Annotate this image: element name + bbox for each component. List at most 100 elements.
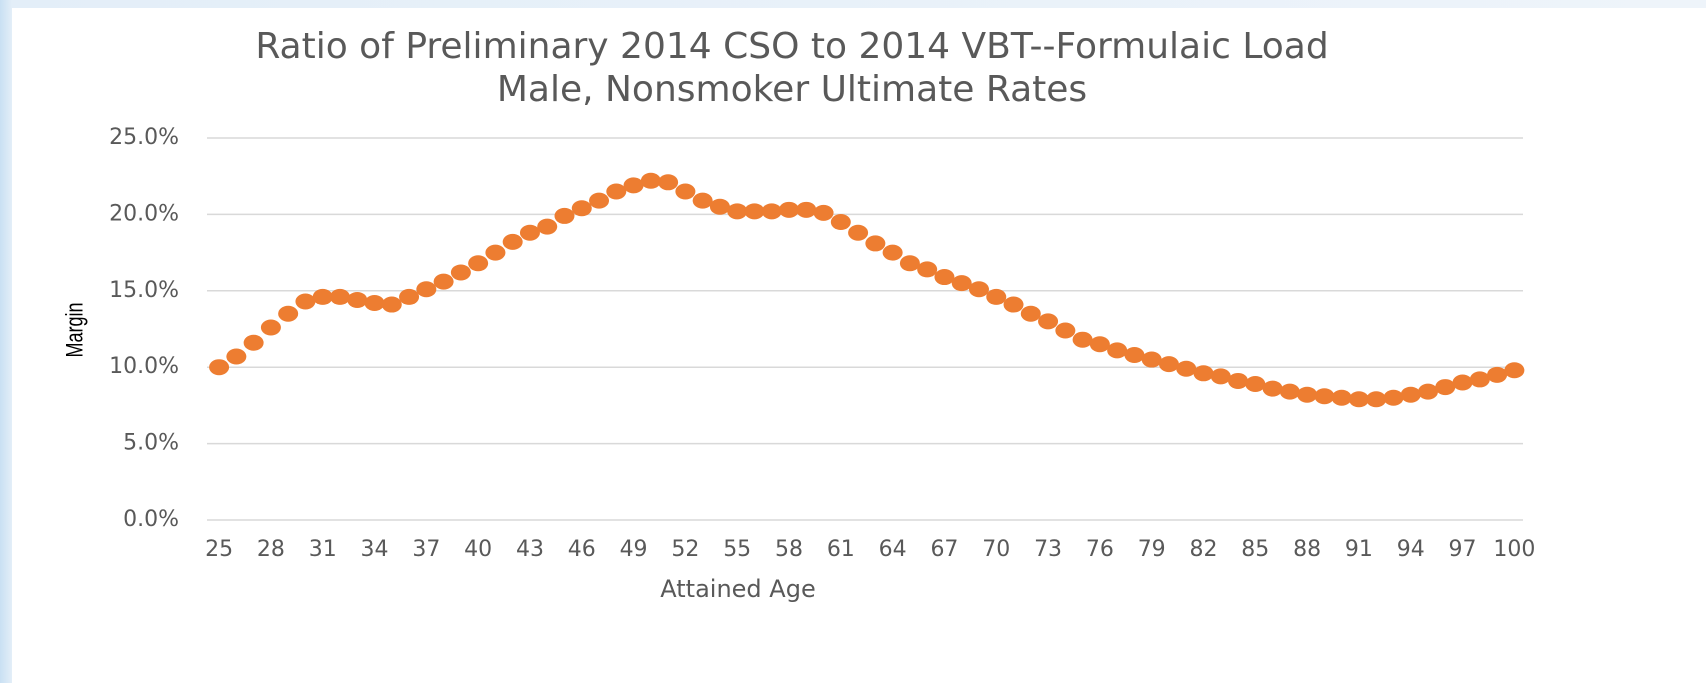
marker xyxy=(1003,296,1024,313)
x-tick-label: 85 xyxy=(1241,537,1269,562)
marker xyxy=(1418,383,1439,400)
y-tick-label: 25.0% xyxy=(109,125,179,150)
marker xyxy=(917,261,938,278)
marker xyxy=(951,275,972,292)
marker xyxy=(1141,351,1162,368)
marker xyxy=(1210,368,1231,385)
marker xyxy=(1055,322,1076,339)
x-tick-label: 55 xyxy=(723,537,751,562)
y-tick-label: 15.0% xyxy=(109,278,179,303)
x-tick-label: 43 xyxy=(516,537,544,562)
marker xyxy=(1487,366,1508,383)
marker xyxy=(381,296,402,313)
marker xyxy=(934,269,955,286)
marker xyxy=(1297,386,1318,403)
y-tick-label: 5.0% xyxy=(123,431,179,456)
x-tick-label: 58 xyxy=(775,537,803,562)
x-tick-label: 88 xyxy=(1293,537,1321,562)
marker xyxy=(433,273,454,290)
marker xyxy=(899,255,920,272)
marker xyxy=(1089,336,1110,353)
x-axis-title: Attained Age xyxy=(660,575,815,603)
marker xyxy=(1400,386,1421,403)
marker xyxy=(260,319,281,336)
marker xyxy=(675,183,696,200)
marker xyxy=(226,348,247,365)
y-tick-label: 10.0% xyxy=(109,354,179,379)
marker xyxy=(537,218,558,235)
x-tick-label: 64 xyxy=(879,537,907,562)
marker xyxy=(1020,305,1041,322)
y-tick-label: 20.0% xyxy=(109,201,179,226)
marker xyxy=(1176,360,1197,377)
x-tick-label: 46 xyxy=(568,537,596,562)
marker xyxy=(312,288,333,305)
x-tick-label: 76 xyxy=(1086,537,1114,562)
marker xyxy=(1504,362,1525,379)
marker xyxy=(1124,346,1145,363)
y-tick-label: 0.0% xyxy=(123,507,179,532)
marker xyxy=(882,244,903,261)
marker xyxy=(830,214,851,231)
marker xyxy=(1279,383,1300,400)
marker xyxy=(485,244,506,261)
marker xyxy=(589,192,610,209)
x-tick-label: 100 xyxy=(1493,537,1535,562)
marker xyxy=(968,281,989,298)
marker xyxy=(1107,342,1128,359)
marker xyxy=(1435,379,1456,396)
marker xyxy=(209,359,230,376)
marker xyxy=(986,288,1007,305)
x-tick-label: 91 xyxy=(1345,537,1373,562)
marker xyxy=(640,172,661,189)
marker xyxy=(502,233,523,250)
x-tick-label: 31 xyxy=(309,537,337,562)
x-tick-label: 25 xyxy=(205,537,233,562)
x-tick-label: 82 xyxy=(1189,537,1217,562)
marker xyxy=(519,224,540,241)
marker xyxy=(1158,356,1179,373)
marker xyxy=(623,177,644,194)
marker xyxy=(1038,313,1059,330)
x-tick-label: 67 xyxy=(930,537,958,562)
marker xyxy=(865,235,886,252)
x-tick-label: 79 xyxy=(1138,537,1166,562)
marker xyxy=(813,204,834,221)
x-tick-label: 49 xyxy=(620,537,648,562)
x-tick-label: 52 xyxy=(671,537,699,562)
marker xyxy=(450,264,471,281)
marker xyxy=(1245,376,1266,393)
x-tick-label: 73 xyxy=(1034,537,1062,562)
x-tick-label: 97 xyxy=(1449,537,1477,562)
marker xyxy=(1072,331,1093,348)
marker xyxy=(554,207,575,224)
chart: Ratio of Preliminary 2014 CSO to 2014 VB… xyxy=(12,8,1706,683)
x-tick-label: 61 xyxy=(827,537,855,562)
y-axis-title: Margin xyxy=(62,303,88,358)
marker xyxy=(692,192,713,209)
x-tick-label: 28 xyxy=(257,537,285,562)
marker xyxy=(1366,391,1387,408)
x-tick-label: 37 xyxy=(412,537,440,562)
marker xyxy=(416,281,437,298)
marker xyxy=(399,288,420,305)
x-tick-label: 34 xyxy=(361,537,389,562)
marker xyxy=(779,201,800,218)
x-tick-label: 94 xyxy=(1397,537,1425,562)
chart-title: Ratio of Preliminary 2014 CSO to 2014 VB… xyxy=(255,26,1328,67)
marker xyxy=(468,255,489,272)
marker xyxy=(606,183,627,200)
marker xyxy=(1469,371,1490,388)
marker xyxy=(1262,380,1283,397)
marker xyxy=(1452,374,1473,391)
marker xyxy=(1383,389,1404,406)
marker xyxy=(364,295,385,312)
marker xyxy=(796,201,817,218)
marker xyxy=(329,288,350,305)
x-tick-label: 40 xyxy=(464,537,492,562)
marker xyxy=(1193,365,1214,382)
marker xyxy=(658,174,679,191)
marker xyxy=(848,224,869,241)
marker xyxy=(1331,389,1352,406)
